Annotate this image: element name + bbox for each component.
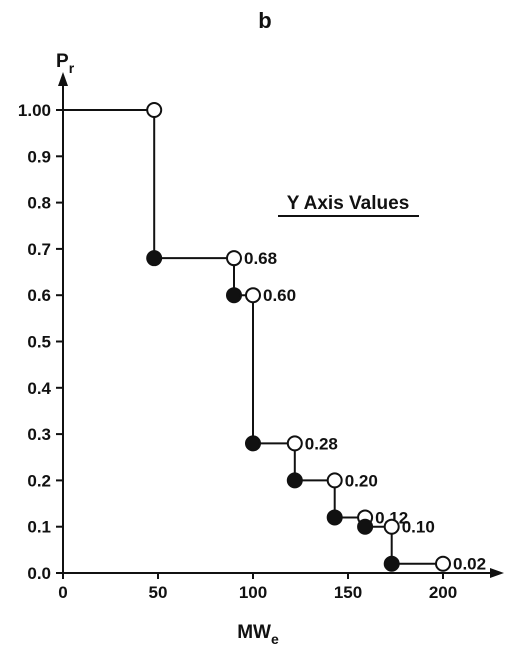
y-tick-label: 0.8 [27,194,51,213]
open-step-marker [245,287,261,304]
y-tick-label: 0.1 [27,518,51,537]
filled-step-marker [326,509,343,526]
open-step-marker [286,435,303,452]
y-tick-label: 0.3 [27,425,51,444]
open-step-marker [326,472,343,489]
filled-step-marker [245,435,261,452]
filled-step-marker [226,287,242,304]
open-step-marker [146,102,163,118]
open-step-marker [226,250,242,267]
y-axis-arrowhead [58,72,68,86]
x-tick-label: 200 [429,583,457,602]
y-axis-values-annotation: Y Axis Values [287,193,410,214]
filled-step-marker [286,472,303,489]
step-value-label: 0.02 [453,555,486,574]
open-step-marker [383,518,400,535]
y-ticks: 0.0 0.1 0.2 0.3 0.4 0.5 0.6 0.7 0.8 0.9 1.00 [18,101,63,583]
y-tick-label: 0.6 [27,286,51,305]
step-series: 0.68 0.60 0.28 0.20 0.120.10 0.02 [63,102,486,574]
y-tick-label: 0.0 [27,564,51,583]
x-tick-label: 50 [149,583,168,602]
filled-step-marker [146,250,163,267]
step-value-label: 0.68 [244,249,277,268]
step-value-label: 0.28 [305,434,338,453]
x-tick-label: 100 [239,583,267,602]
step-value-label: 0.10 [402,518,435,537]
y-tick-label: 0.5 [27,333,51,352]
filled-step-marker [357,518,374,535]
y-tick-label: 0.7 [27,240,51,259]
panel-label: b [258,8,271,33]
y-tick-label: 0.4 [27,379,51,398]
step-value-label: 0.20 [345,471,378,490]
y-tick-label: 0.9 [27,147,51,166]
x-axis-title: MWe [237,622,279,647]
filled-step-marker [383,555,400,572]
y-axis-title: Pr [56,51,75,76]
step-value-label: 0.12 [375,508,408,527]
x-axis-arrowhead [490,568,504,578]
y-tick-label: 0.2 [27,471,51,490]
open-step-marker [435,555,451,572]
step-value-label: 0.60 [263,286,296,305]
y-tick-label: 1.00 [18,101,51,120]
x-tick-label: 150 [334,583,362,602]
x-ticks: 0 50 100 150 200 [58,573,457,602]
x-tick-label: 0 [58,583,67,602]
